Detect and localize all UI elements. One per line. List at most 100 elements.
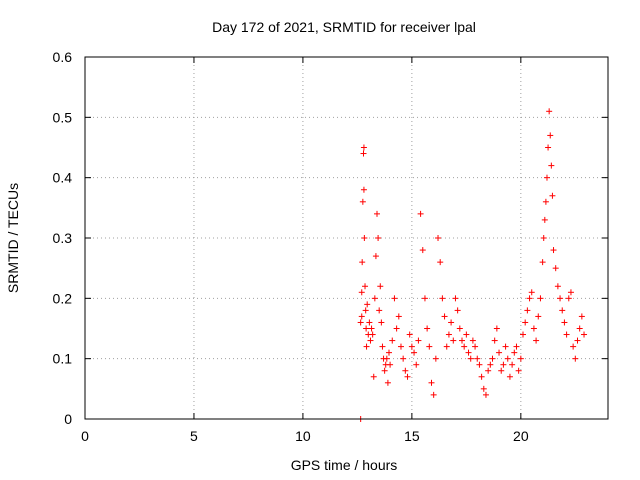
grid-layer	[85, 57, 608, 419]
data-point	[411, 349, 418, 356]
y-tick-label: 0.5	[53, 109, 73, 125]
data-point	[530, 325, 537, 332]
data-point	[515, 367, 522, 374]
data-point	[543, 174, 550, 181]
data-point	[535, 313, 542, 320]
data-point	[391, 295, 398, 302]
y-tick-label: 0.1	[53, 351, 73, 367]
data-point	[476, 361, 483, 368]
data-point	[384, 379, 391, 386]
data-point	[426, 343, 433, 350]
data-point	[485, 367, 492, 374]
data-point	[458, 337, 465, 344]
y-axis-title: SRMTID / TECUs	[5, 183, 21, 293]
data-point	[417, 210, 424, 217]
data-point	[395, 313, 402, 320]
data-point	[385, 349, 392, 356]
data-point	[513, 343, 520, 350]
data-point	[424, 325, 431, 332]
data-point	[561, 319, 568, 326]
data-point	[456, 325, 463, 332]
data-point	[570, 343, 577, 350]
data-point	[463, 331, 470, 338]
data-point	[359, 198, 366, 205]
data-point	[358, 289, 365, 296]
data-point	[450, 337, 457, 344]
data-point	[491, 337, 498, 344]
data-point	[487, 361, 494, 368]
x-tick-label: 20	[513, 428, 529, 444]
data-point	[376, 307, 383, 314]
data-point	[439, 295, 446, 302]
data-point	[366, 319, 373, 326]
data-point	[541, 216, 548, 223]
data-point	[372, 253, 379, 260]
data-point	[378, 319, 385, 326]
data-point	[452, 295, 459, 302]
data-point	[509, 361, 516, 368]
data-point	[443, 343, 450, 350]
y-tick-label: 0.4	[53, 170, 73, 186]
data-point	[528, 289, 535, 296]
data-point	[360, 150, 367, 157]
data-point	[493, 325, 500, 332]
data-point	[419, 247, 426, 254]
data-point	[540, 235, 547, 241]
data-point	[550, 247, 557, 254]
data-point	[547, 132, 554, 139]
data-point	[474, 355, 481, 362]
data-point	[537, 295, 544, 302]
data-point	[500, 361, 507, 368]
data-point	[364, 301, 371, 308]
data-point	[358, 313, 365, 320]
data-point	[465, 349, 472, 356]
data-point	[454, 307, 461, 314]
data-point	[557, 295, 564, 302]
data-point	[511, 349, 518, 356]
data-point	[435, 235, 442, 241]
data-point	[524, 307, 531, 314]
data-point	[478, 373, 485, 380]
data-point	[413, 361, 420, 368]
data-point	[374, 210, 381, 217]
data-point	[441, 313, 448, 320]
axis-ticks: 0 0.1 0.2 0.3 0.4 0.5 0.6 0 5 10 15 20	[53, 49, 608, 444]
data-point	[461, 343, 468, 350]
data-point	[357, 319, 364, 326]
data-point	[506, 373, 513, 380]
data-point	[563, 331, 570, 338]
data-point	[565, 295, 572, 302]
data-point	[360, 144, 367, 151]
data-point	[559, 307, 566, 314]
data-point	[360, 186, 367, 193]
data-point	[482, 391, 489, 398]
data-point	[502, 343, 509, 350]
data-point	[428, 379, 435, 386]
data-point	[389, 337, 396, 344]
y-tick-label: 0.3	[53, 230, 73, 246]
data-point	[581, 331, 588, 338]
data-point	[520, 331, 527, 338]
data-point	[381, 367, 388, 374]
data-point	[542, 198, 549, 205]
x-tick-label: 0	[81, 428, 89, 444]
chart-title: Day 172 of 2021, SRMTID for receiver lpa…	[212, 19, 476, 35]
data-point	[548, 162, 555, 169]
data-point	[498, 367, 505, 374]
data-point	[489, 355, 496, 362]
data-point	[574, 337, 581, 344]
data-point	[480, 385, 487, 392]
x-tick-label: 15	[404, 428, 420, 444]
data-point	[437, 259, 444, 266]
data-point	[578, 313, 585, 320]
data-point	[375, 235, 382, 241]
data-point	[549, 192, 556, 199]
data-point	[379, 343, 386, 350]
x-axis-title: GPS time / hours	[291, 457, 398, 473]
data-point	[432, 355, 439, 362]
data-point	[363, 325, 370, 332]
data-point	[504, 355, 511, 362]
y-tick-label: 0	[64, 411, 72, 427]
data-point	[387, 361, 394, 368]
